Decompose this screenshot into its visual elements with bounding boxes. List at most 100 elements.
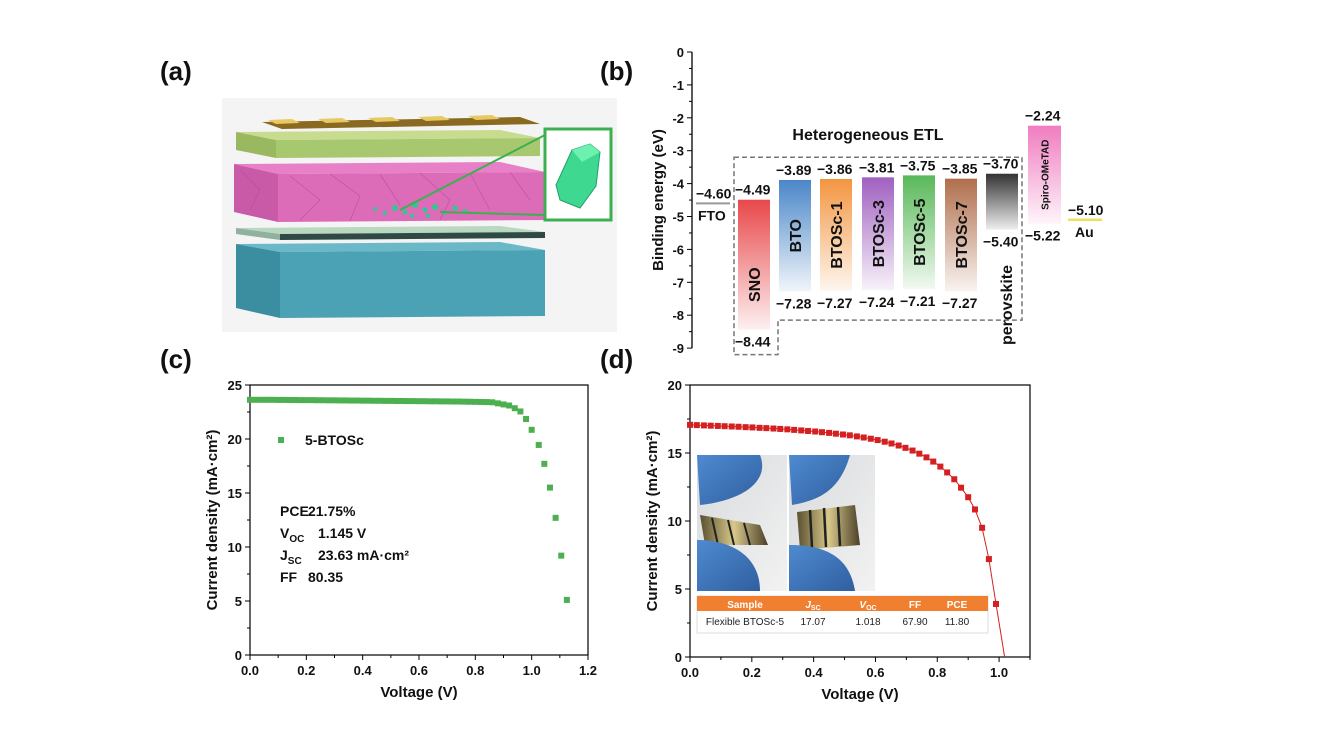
data-point [449,398,456,405]
data-point [791,426,798,433]
y-tick-label: 20 [228,432,242,447]
inset-table: Sample JSC VOC FF PCE Flexible BTOSc-5 17.07 1.… [696,595,989,634]
header-subscript: OC [866,605,877,612]
annotation-key: J [280,547,288,563]
data-point [777,425,784,432]
data-point [247,396,253,403]
data-point [923,454,930,461]
table-header-2: VOC [859,600,876,612]
bar-bottom-label: −7.27 [942,295,978,311]
panel-label-c: (c) [160,344,192,374]
data-point [546,484,553,491]
bar-btosc-5 [903,175,935,290]
header-text: J [805,600,811,611]
data-point [756,424,763,431]
bar-btosc-7 [945,178,977,292]
data-point [742,424,749,431]
annotation-pce: PCE21.75% [280,503,356,519]
data-point [483,399,490,406]
data-point [517,408,524,415]
data-point [342,397,349,404]
y-tick-label: 15 [228,486,242,501]
y-tick-label: -4 [672,177,684,192]
header-text: FF [909,600,921,611]
data-point [714,422,721,429]
x-tick-label: 0.6 [410,663,428,678]
table-header-4: PCE [947,600,968,611]
table-cell: 67.90 [902,617,927,628]
data-point [867,435,874,442]
inset-photos [697,455,875,591]
table-header-3: FF [909,600,921,611]
data-point [269,396,276,403]
data-point [416,398,422,405]
y-tick-label: -5 [672,210,684,225]
header-text: Sample [727,600,763,611]
data-point [466,398,473,405]
annotation-v: VOC 1.145 V [280,525,367,545]
x-tick-label: 0.4 [805,665,824,680]
bar-bottom-label: −5.40 [983,234,1019,250]
fto-name-label: FTO [698,207,726,223]
y-tick-label: 20 [668,378,682,393]
table-cell: 1.018 [855,617,880,628]
data-point [687,421,693,428]
data-point [840,431,846,438]
jv-curve-chart-d: 0.0 0.2 0.4 0.6 0.8 1.0 0 5 10 15 20 Voltage (V) Cur… [644,378,1031,703]
header-text: V [859,600,867,611]
data-point [853,433,860,440]
data-point [359,397,366,404]
table-cell: Flexible BTOSc-5 [706,617,785,628]
data-point [494,400,501,407]
bar-bottom-label: −7.21 [900,293,936,309]
data-point [888,440,895,447]
annotation-key: PCE [280,503,309,519]
bar-bto [779,179,811,292]
energy-level-diagram: 0 -1 -2 -3 -4 -5 -6 -7 -8 -9 Binding energy (eV) He… [650,45,1104,356]
annotation-value: 21.75% [308,503,356,519]
etl-group-box [733,156,1023,356]
data-point [258,396,265,403]
data-point [846,432,853,439]
y-tick-label: -9 [672,341,684,356]
data-point [558,552,565,559]
data-point [937,463,944,470]
y-tick-label: 0 [677,45,684,60]
table-cell: 17.07 [800,617,825,628]
bar-name-label: Spiro-OMeTAD [1041,140,1052,210]
data-point [735,423,742,430]
bar-name-label: BTO [788,219,805,252]
x-tick-label: 0.2 [297,663,315,678]
data-point [860,434,867,441]
x-tick-label: 0.0 [681,665,699,680]
data-point [528,426,535,433]
data-point [376,397,383,404]
data-point [461,398,468,405]
data-point [707,422,714,429]
x-tick-label: 0.4 [354,663,373,678]
data-point [432,398,439,405]
annotation-value: 1.145 V [318,525,367,541]
y-tick-label: 5 [675,582,682,597]
y-axis-label: Binding energy (eV) [650,129,667,271]
data-point [958,484,965,491]
fit-line [689,424,1006,658]
data-point [832,430,839,437]
x-tick-label: 1.0 [990,665,1008,680]
bar-top-label: −3.89 [776,162,812,178]
annotation-j: JSC 23.63 mA·cm² [280,547,409,567]
data-point [951,476,958,483]
bar-sno [738,199,770,330]
panel-label-a: (a) [160,56,192,86]
data-point [541,460,548,467]
data-point [700,422,707,429]
panel-label-b: (b) [600,56,633,86]
data-point [337,397,344,404]
annotation-key: FF [280,569,298,585]
data-point [399,397,406,404]
bar-bottom-label: −5.22 [1025,228,1061,244]
gold-electrode-layer [262,115,540,129]
bar-top-label: −3.86 [817,161,853,177]
bar-perovskite [986,173,1018,230]
